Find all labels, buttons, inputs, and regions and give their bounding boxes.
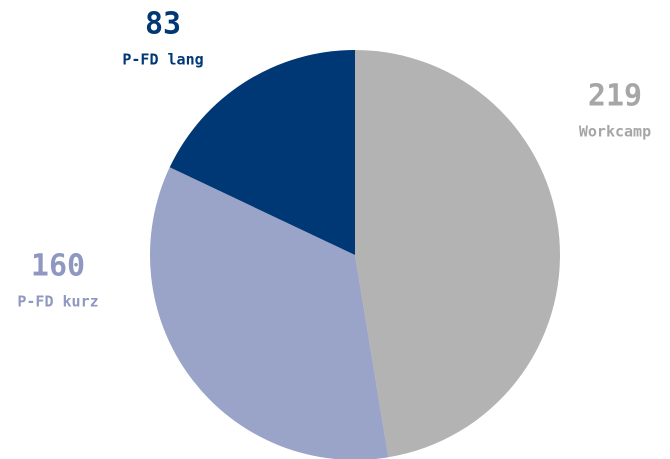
pie-slice <box>169 50 355 255</box>
category-label: Workcamp <box>579 123 651 141</box>
value-label: 83 <box>145 7 181 42</box>
pie-slice <box>150 167 389 459</box>
category-label: P-FD kurz <box>17 293 98 311</box>
pie-slice <box>355 50 560 458</box>
value-label: 160 <box>31 249 85 284</box>
category-label: P-FD lang <box>122 51 203 69</box>
value-label: 219 <box>588 79 642 114</box>
